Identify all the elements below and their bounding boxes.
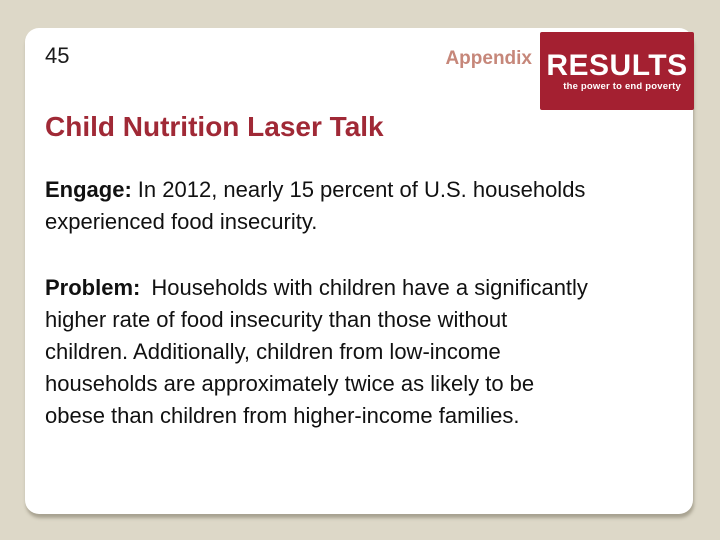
engage-paragraph: Engage: In 2012, nearly 15 percent of U.S… — [45, 174, 685, 238]
slide: 45 Appendix RESULTS the power to end pove… — [25, 28, 694, 514]
engage-text: In 2012, nearly 15 percent of U.S. house… — [45, 177, 586, 234]
slide-page-number: 45 — [45, 43, 70, 68]
logo-tagline: the power to end poverty — [563, 81, 681, 92]
engage-label: Engage: — [45, 177, 132, 202]
logo-wordmark: RESULTS — [546, 49, 688, 82]
appendix-label: Appendix — [445, 48, 532, 69]
problem-paragraph: Problem: Households with children have a … — [45, 272, 685, 432]
results-logo: RESULTS the power to end poverty — [540, 32, 694, 110]
slide-title: Child Nutrition Laser Talk — [45, 111, 384, 142]
problem-text: Households with children have a signific… — [45, 275, 588, 428]
problem-label: Problem: — [45, 275, 141, 300]
